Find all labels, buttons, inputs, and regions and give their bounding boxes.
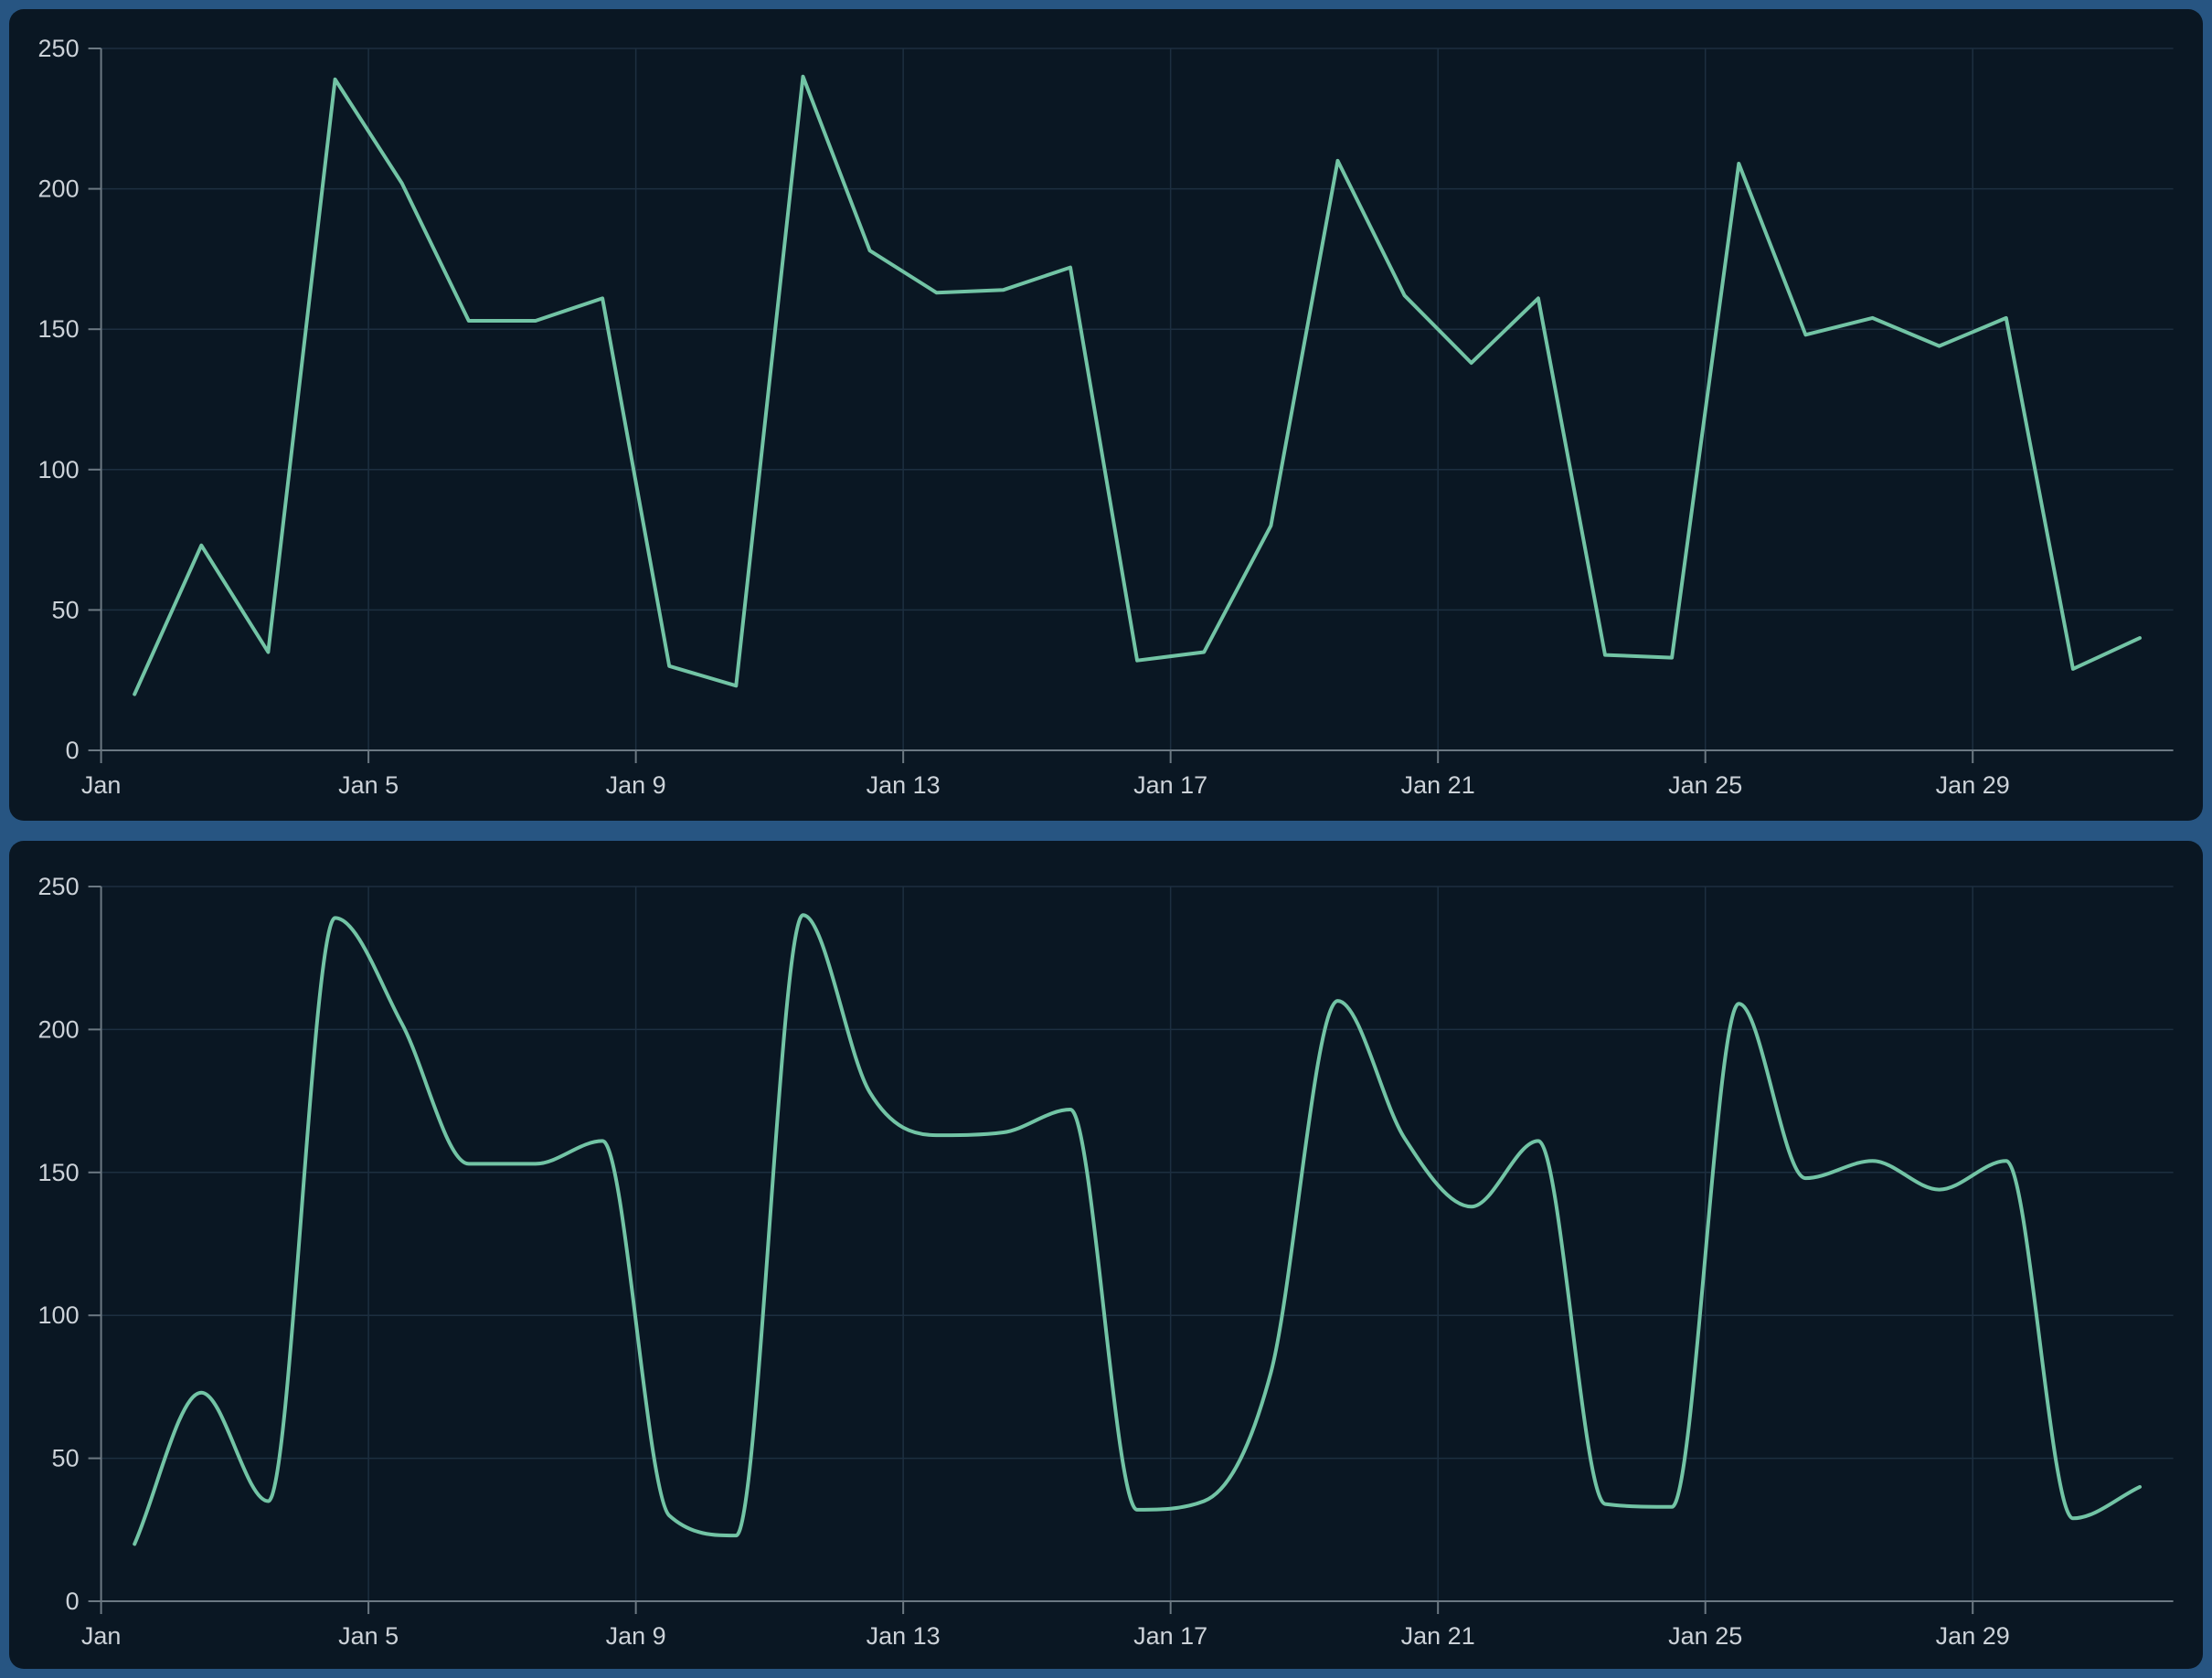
- y-tick-label: 100: [38, 456, 80, 483]
- x-tick-label: Jan 5: [338, 771, 399, 799]
- bottom-chart-svg: 0 50 100 150 200 250 Jan Jan 5 Jan 9 Jan 13 Jan 17…: [38, 873, 2174, 1650]
- axes: 0 50 100 150 200 250 Jan Jan 5 Jan 9 Jan 13 Jan 17…: [38, 873, 2174, 1650]
- top-chart-panel: 0 50 100 150 200 250 Jan Jan 5 Jan 9 Jan 13 Jan 17…: [9, 9, 2203, 821]
- x-tick-label: Jan: [81, 771, 122, 799]
- x-tick-label: Jan 9: [606, 1622, 666, 1650]
- gridlines: [101, 886, 2174, 1601]
- series-line-linear: [133, 74, 2142, 696]
- axes: 0 50 100 150 200 250 Jan Jan 5 Jan 9 Jan 13 Jan 17…: [38, 35, 2174, 799]
- x-tick-label: Jan 5: [338, 1622, 399, 1650]
- x-tick-label: Jan 21: [1401, 771, 1475, 799]
- x-tick-label: Jan 25: [1668, 771, 1742, 799]
- y-tick-label: 0: [66, 1588, 80, 1615]
- x-tick-label: Jan 29: [1936, 1622, 2010, 1650]
- x-tick-label: Jan 13: [867, 1622, 941, 1650]
- gridlines: [101, 48, 2174, 750]
- top-chart-svg: 0 50 100 150 200 250 Jan Jan 5 Jan 9 Jan 13 Jan 17…: [38, 35, 2174, 799]
- y-tick-label: 200: [38, 1015, 80, 1043]
- y-tick-label: 50: [52, 596, 80, 623]
- y-tick-label: 50: [52, 1445, 80, 1472]
- x-tick-label: Jan: [81, 1622, 122, 1650]
- x-tick-label: Jan 9: [606, 771, 666, 799]
- x-tick-label: Jan 21: [1401, 1622, 1475, 1650]
- bottom-chart-panel: 0 50 100 150 200 250 Jan Jan 5 Jan 9 Jan 13 Jan 17…: [9, 841, 2203, 1669]
- y-tick-label: 150: [38, 1159, 80, 1186]
- x-tick-label: Jan 13: [867, 771, 941, 799]
- y-tick-label: 150: [38, 315, 80, 343]
- x-tick-label: Jan 17: [1133, 771, 1207, 799]
- x-tick-label: Jan 17: [1133, 1622, 1207, 1650]
- series-line-smooth: [133, 913, 2142, 1546]
- x-tick-label: Jan 29: [1936, 771, 2010, 799]
- y-tick-label: 250: [38, 35, 80, 62]
- x-tick-label: Jan 25: [1668, 1622, 1742, 1650]
- y-tick-label: 250: [38, 873, 80, 900]
- y-tick-label: 0: [66, 737, 80, 764]
- y-tick-label: 100: [38, 1301, 80, 1329]
- y-tick-label: 200: [38, 175, 80, 203]
